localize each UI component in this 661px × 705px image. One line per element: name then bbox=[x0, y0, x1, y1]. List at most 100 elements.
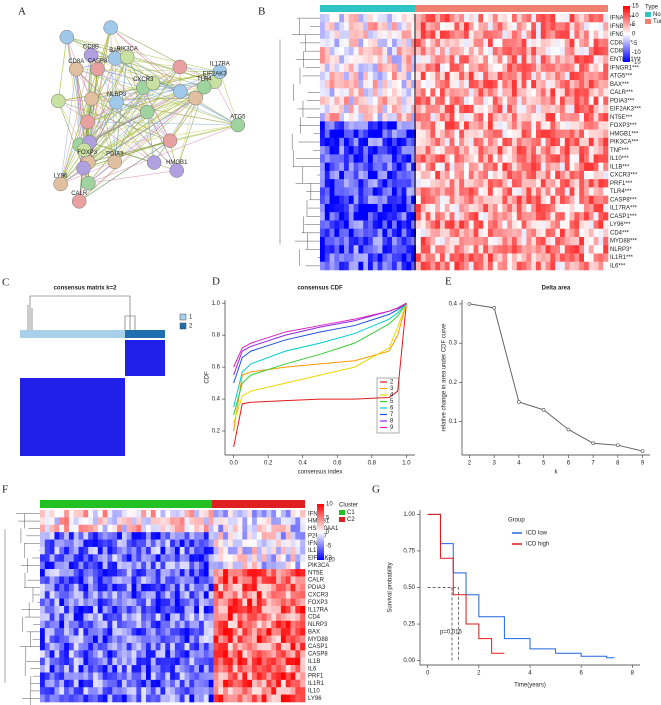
heatmap-cell bbox=[401, 113, 407, 122]
heatmap-cell bbox=[430, 162, 436, 172]
heatmap-cell bbox=[512, 63, 518, 73]
heatmap-cell bbox=[131, 613, 137, 622]
heatmap-cell bbox=[126, 650, 132, 658]
heatmap-cell bbox=[174, 679, 181, 688]
heatmap-cell bbox=[334, 212, 340, 221]
heatmap-cell bbox=[344, 170, 350, 180]
heatmap-cell bbox=[324, 63, 330, 73]
legend-swatch bbox=[179, 313, 187, 321]
heatmap-cell bbox=[430, 22, 436, 31]
heatmap-cell bbox=[382, 170, 388, 180]
heatmap-cell bbox=[213, 635, 219, 644]
heatmap-cell bbox=[473, 63, 479, 73]
heatmap-cell bbox=[40, 576, 46, 585]
heatmap-cell bbox=[290, 606, 296, 614]
heatmap-cell bbox=[598, 104, 604, 114]
heatmap-cell bbox=[593, 220, 599, 230]
heatmap-cell bbox=[194, 635, 200, 644]
heatmap-cell bbox=[464, 261, 470, 271]
heatmap-cell bbox=[435, 179, 441, 188]
heatmap-cell bbox=[440, 137, 446, 147]
y-tick-label: 0.1 bbox=[449, 419, 458, 425]
heatmap-cell bbox=[261, 642, 267, 651]
heatmap-cell bbox=[334, 187, 340, 196]
heatmap-cell bbox=[435, 71, 441, 81]
heatmap-cell bbox=[242, 642, 248, 651]
heatmap-cell bbox=[40, 554, 46, 562]
heatmap-cell bbox=[324, 203, 330, 213]
heatmap-cell bbox=[339, 137, 345, 147]
heatmap-cell bbox=[416, 236, 422, 246]
heatmap-cell bbox=[603, 179, 609, 188]
network-edge bbox=[97, 68, 181, 92]
heatmap-cell bbox=[329, 228, 335, 238]
heatmap-cell bbox=[136, 679, 142, 688]
heatmap-cell bbox=[54, 517, 60, 526]
heatmap-cell bbox=[555, 96, 561, 106]
heatmap-cell bbox=[300, 583, 306, 592]
heatmap-cell bbox=[396, 113, 402, 122]
heatmap-cell bbox=[473, 113, 479, 122]
heatmap-cell bbox=[382, 162, 388, 172]
heatmap-cell bbox=[516, 129, 522, 139]
heatmap-cell bbox=[353, 129, 359, 139]
heatmap-cell bbox=[213, 694, 219, 703]
heatmap-cell bbox=[411, 113, 417, 122]
heatmap-cell bbox=[550, 63, 556, 73]
heatmap-cell bbox=[174, 665, 181, 673]
heatmap-cell bbox=[295, 694, 301, 703]
heatmap-cell bbox=[569, 212, 575, 221]
heatmap-cell bbox=[574, 146, 580, 155]
heatmap-cell bbox=[406, 14, 412, 23]
heatmap-cell bbox=[368, 47, 374, 56]
heatmap-cell bbox=[478, 71, 484, 81]
heatmap-cell bbox=[502, 63, 508, 73]
heatmap-cell bbox=[526, 187, 532, 196]
heatmap-cell bbox=[194, 672, 200, 681]
heatmap-cell bbox=[497, 113, 503, 122]
heatmap-cell bbox=[569, 113, 575, 122]
heatmap-cell bbox=[271, 665, 277, 673]
heatmap-cell bbox=[165, 546, 171, 555]
heatmap-cell bbox=[387, 228, 393, 238]
heatmap-cell bbox=[242, 554, 248, 562]
heatmap-cell bbox=[256, 679, 262, 688]
heatmap-cell bbox=[174, 539, 181, 548]
heatmap-cell bbox=[49, 665, 55, 673]
heatmap-cell bbox=[555, 88, 561, 97]
heatmap-cell bbox=[382, 179, 388, 188]
heatmap-cell bbox=[64, 510, 70, 518]
heatmap-cell bbox=[184, 613, 190, 622]
heatmap-cell bbox=[468, 261, 474, 271]
heatmap-cell bbox=[598, 253, 604, 263]
scale-label: 5 bbox=[632, 22, 636, 28]
heatmap-cell bbox=[83, 583, 89, 592]
heatmap-cell bbox=[526, 88, 532, 97]
heatmap-cell bbox=[218, 569, 224, 577]
heatmap-cell bbox=[339, 146, 345, 155]
heatmap-cell bbox=[290, 524, 296, 533]
heatmap-cell bbox=[344, 121, 350, 130]
heatmap-cell bbox=[555, 14, 561, 23]
heatmap-cell bbox=[184, 583, 190, 592]
heatmap-cell bbox=[150, 539, 156, 548]
heatmap-cell bbox=[358, 245, 364, 254]
heatmap-cell bbox=[497, 47, 503, 56]
heatmap-cell bbox=[584, 162, 590, 172]
heatmap-cell bbox=[449, 253, 455, 263]
heatmap-cell bbox=[261, 613, 267, 622]
heatmap-cell bbox=[112, 613, 118, 622]
heatmap-cell bbox=[170, 628, 176, 636]
y-axis-label: relative change in area under CDF curve bbox=[442, 323, 448, 432]
heatmap-cell bbox=[512, 55, 518, 64]
heatmap-cell bbox=[150, 628, 156, 636]
heatmap-cell bbox=[165, 687, 171, 695]
node-label: CALR bbox=[71, 191, 88, 197]
heatmap-cell bbox=[271, 554, 277, 562]
heatmap-cell bbox=[121, 628, 128, 636]
heatmap-cell bbox=[88, 672, 94, 681]
heatmap-cell bbox=[155, 679, 161, 688]
heatmap-cell bbox=[603, 220, 609, 230]
heatmap-cell bbox=[348, 96, 354, 106]
heatmap-cell bbox=[363, 71, 369, 81]
